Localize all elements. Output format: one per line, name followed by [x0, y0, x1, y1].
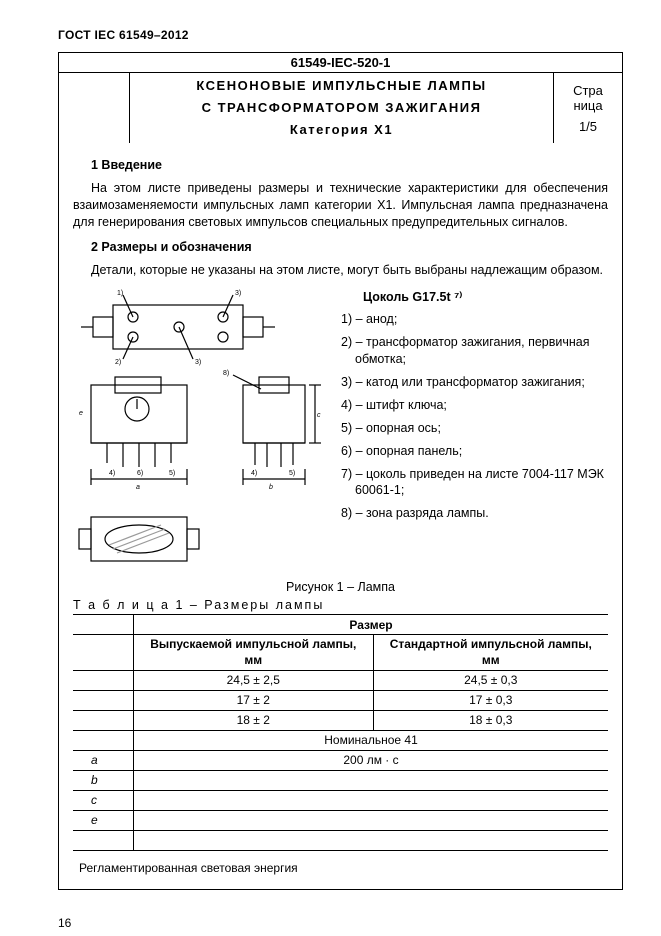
legend-item: 2) – трансформатор зажигания, первичная …: [341, 334, 608, 368]
section-1-heading: 1 Введение: [91, 157, 608, 174]
svg-text:e: e: [79, 410, 83, 417]
figure-side-views: a b 8) c 4) 6) 5) 4) 5) e: [73, 367, 323, 507]
cell: 18 ± 2: [134, 710, 374, 730]
legend-item: 8) – зона разряда лампы.: [341, 505, 608, 522]
svg-text:5): 5): [169, 470, 175, 477]
svg-text:4): 4): [251, 470, 257, 477]
row-final: Регламентированная световая энергия: [73, 850, 608, 885]
svg-text:c: c: [317, 412, 321, 419]
row-label: e: [73, 810, 134, 830]
legend-heading: Цоколь G17.5t ⁷⁾: [363, 289, 608, 306]
document-header-table: 61549-IEC-520-1 КСЕНОНОВЫЕ ИМПУЛЬСНЫЕ ЛА…: [59, 53, 622, 143]
svg-text:5): 5): [289, 470, 295, 477]
title-line-3: Категория X1: [136, 119, 547, 141]
section-2-paragraph: Детали, которые не указаны на этом листе…: [73, 262, 608, 279]
legend-column: Цоколь G17.5t ⁷⁾ 1) – анод; 2) – трансфо…: [341, 287, 608, 529]
row-label: a: [73, 750, 134, 770]
page-label-number: 1/5: [560, 119, 616, 134]
row-label: b: [73, 770, 134, 790]
svg-text:6): 6): [137, 470, 143, 477]
svg-text:a: a: [136, 484, 140, 491]
page-label-word-2: ница: [560, 98, 616, 113]
th-col2: Стандартной импульсной лампы, мм: [373, 635, 608, 670]
standard-code: ГОСТ IEC 61549–2012: [58, 28, 623, 42]
cell: 18 ± 0,3: [373, 710, 608, 730]
legend-item: 5) – опорная ось;: [341, 420, 608, 437]
figure-bottom-view: [73, 507, 213, 577]
cell-nominal: Номинальное 41: [134, 730, 609, 750]
cell: 24,5 ± 0,3: [373, 670, 608, 690]
title-line-1: КСЕНОНОВЫЕ ИМПУЛЬСНЫЕ ЛАМПЫ: [136, 75, 547, 97]
section-2-heading: 2 Размеры и обозначения: [91, 239, 608, 256]
svg-text:1): 1): [117, 290, 123, 297]
legend-item: 6) – опорная панель;: [341, 443, 608, 460]
table-title: Т а б л и ц а 1 – Размеры лампы: [73, 597, 608, 614]
document-id: 61549-IEC-520-1: [291, 55, 391, 70]
svg-text:3): 3): [195, 359, 201, 366]
page-number: 16: [58, 916, 71, 930]
cell: 17 ± 2: [134, 690, 374, 710]
cell: 24,5 ± 2,5: [134, 670, 374, 690]
cell: 200 лм · с: [134, 750, 609, 770]
title-line-2: С ТРАНСФОРМАТОРОМ ЗАЖИГАНИЯ: [136, 97, 547, 119]
legend-item: 7) – цоколь приведен на листе 7004-117 М…: [341, 466, 608, 500]
svg-text:8): 8): [223, 370, 229, 377]
legend-item: 4) – штифт ключа;: [341, 397, 608, 414]
svg-text:4): 4): [109, 470, 115, 477]
figure-top-view: 1) 3) 2) 3): [73, 287, 323, 367]
section-1-paragraph: На этом листе приведены размеры и технич…: [73, 180, 608, 231]
document-frame: 61549-IEC-520-1 КСЕНОНОВЫЕ ИМПУЛЬСНЫЕ ЛА…: [58, 52, 623, 890]
svg-text:2): 2): [115, 359, 121, 366]
legend-item: 3) – катод или трансформатор зажигания;: [341, 374, 608, 391]
svg-text:b: b: [269, 484, 273, 491]
th-size: Размер: [134, 615, 609, 635]
svg-text:3): 3): [235, 290, 241, 297]
figure-drawings: 1) 3) 2) 3): [73, 287, 323, 577]
row-label: c: [73, 790, 134, 810]
th-col1: Выпускаемой импульсной лампы, мм: [134, 635, 374, 670]
page-label-word-1: Стра: [560, 83, 616, 98]
figure-caption: Рисунок 1 – Лампа: [73, 579, 608, 596]
legend-item: 1) – анод;: [341, 311, 608, 328]
dimensions-table: Размер Выпускаемой импульсной лампы, мм …: [73, 614, 608, 884]
cell: 17 ± 0,3: [373, 690, 608, 710]
